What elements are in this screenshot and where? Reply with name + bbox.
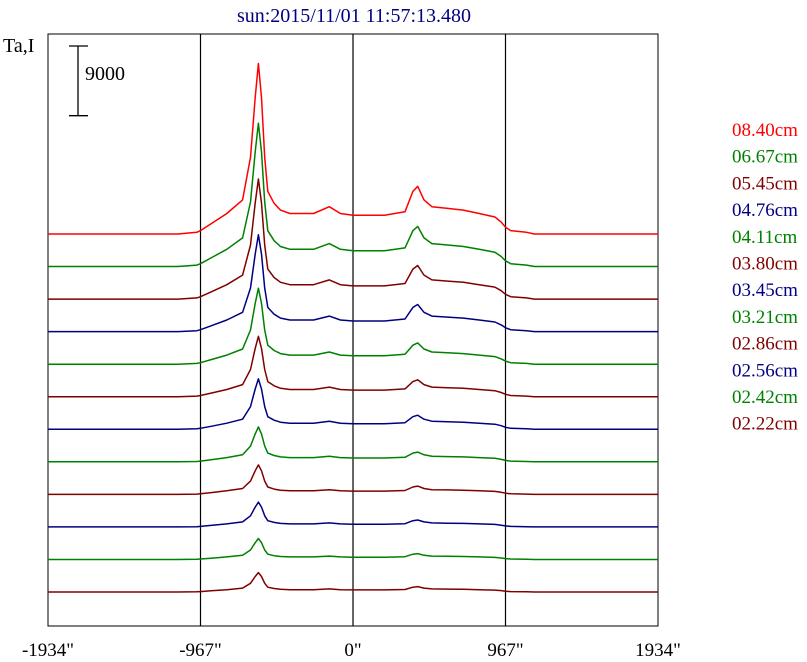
- series-line: [48, 335, 658, 398]
- x-tick-label: 1934": [635, 640, 681, 661]
- series-line: [48, 426, 658, 463]
- series-line: [48, 537, 658, 561]
- x-tick-labels: -1934" -967" 0" 967" 1934": [22, 640, 681, 661]
- legend: 08.40cm 06.67cm 05.45cm 04.76cm 04.11cm 03.80…: [732, 120, 798, 435]
- x-tick-label: -967": [179, 640, 222, 661]
- x-tick-label: 0": [344, 640, 361, 661]
- legend-entry: 03.21cm: [732, 307, 798, 328]
- series-line: [48, 234, 658, 333]
- series-line: [48, 501, 658, 528]
- legend-entry: 08.40cm: [732, 120, 798, 141]
- y-axis-label: Ta,I: [3, 35, 34, 57]
- series-line: [48, 571, 658, 593]
- series-line: [48, 464, 658, 496]
- x-tick-label: 967": [487, 640, 523, 661]
- legend-entry: 02.22cm: [732, 414, 798, 435]
- legend-entry: 02.42cm: [732, 387, 798, 408]
- series-line: [48, 62, 658, 235]
- series-lines: [48, 62, 658, 593]
- legend-entry: 03.80cm: [732, 254, 798, 275]
- scale-bar-label: 9000: [85, 63, 125, 85]
- legend-entry: 06.67cm: [732, 147, 798, 168]
- legend-entry: 03.45cm: [732, 280, 798, 301]
- legend-entry: 04.76cm: [732, 200, 798, 221]
- chart-title: sun:2015/11/01 11:57:13.480: [237, 5, 471, 27]
- legend-entry: 04.11cm: [732, 227, 797, 248]
- series-line: [48, 378, 658, 431]
- series-line: [48, 178, 658, 300]
- series-line: [48, 122, 658, 268]
- scale-bar: 9000: [69, 45, 125, 117]
- gridlines: [199, 34, 507, 626]
- series-line: [48, 287, 658, 365]
- legend-entry: 05.45cm: [732, 173, 798, 194]
- legend-entry: 02.56cm: [732, 360, 798, 381]
- x-tick-label: -1934": [22, 640, 74, 661]
- legend-entry: 02.86cm: [732, 334, 798, 355]
